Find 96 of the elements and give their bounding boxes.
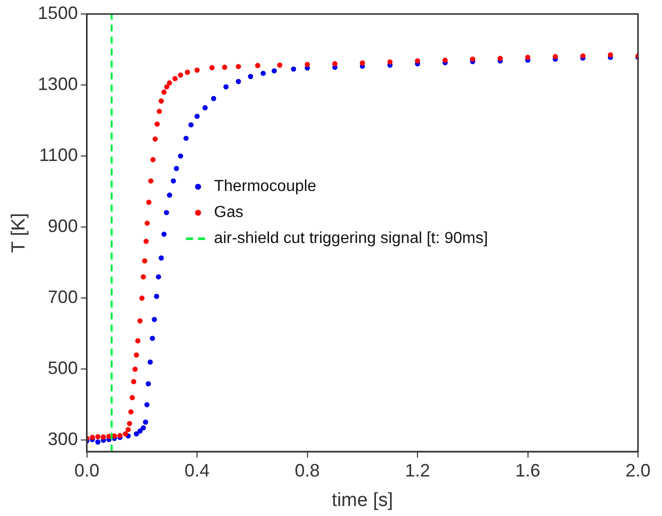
point <box>172 76 178 82</box>
point <box>525 54 530 60</box>
point <box>142 420 148 425</box>
point <box>248 74 254 80</box>
point <box>150 336 156 341</box>
x-tick-label: 2.0 <box>625 460 651 480</box>
point <box>152 316 157 322</box>
point <box>146 200 152 205</box>
x-axis-title: time [s] <box>332 490 394 511</box>
point <box>332 61 338 66</box>
point <box>166 80 172 86</box>
point <box>134 352 140 358</box>
point <box>498 56 503 61</box>
point <box>134 431 140 436</box>
point <box>255 62 260 68</box>
point <box>161 90 167 95</box>
x-tick-label: 1.6 <box>515 460 540 480</box>
point <box>223 84 229 90</box>
point <box>178 72 184 78</box>
point <box>95 434 100 440</box>
point <box>277 62 282 68</box>
point <box>188 122 194 128</box>
legend-label: Thermocouple <box>214 178 316 196</box>
point <box>126 426 131 432</box>
point <box>161 232 167 237</box>
point <box>166 192 172 198</box>
y-tick-label: 900 <box>48 216 78 236</box>
y-tick-label: 1500 <box>38 2 78 23</box>
point <box>209 65 215 70</box>
point <box>272 68 277 74</box>
point <box>140 425 146 430</box>
legend-label: air-shield cut triggering signal [t: 90ms] <box>214 230 488 248</box>
x-tick-label: 0.8 <box>294 460 320 480</box>
point <box>95 439 100 445</box>
point <box>184 70 190 75</box>
y-axis-title: T [K] <box>8 212 30 253</box>
point <box>442 58 448 63</box>
point <box>194 68 200 73</box>
y-tick-label: 1300 <box>38 74 78 94</box>
point <box>174 166 180 172</box>
point <box>202 105 208 110</box>
point <box>211 96 216 102</box>
point <box>470 56 476 62</box>
point <box>236 78 242 84</box>
point <box>130 395 135 400</box>
point <box>156 108 162 114</box>
point <box>137 428 143 434</box>
point <box>132 366 138 372</box>
point <box>154 294 160 299</box>
point <box>387 59 393 65</box>
legend-label: Gas <box>214 204 244 222</box>
point <box>148 359 153 365</box>
y-tick-label: 500 <box>48 358 78 378</box>
point <box>144 402 150 408</box>
point <box>150 157 156 162</box>
point <box>152 136 158 142</box>
y-tick-label: 1100 <box>39 145 78 166</box>
point <box>158 255 164 261</box>
point <box>146 381 151 386</box>
x-tick-label: 0.4 <box>184 460 210 480</box>
point <box>414 58 420 64</box>
point <box>304 62 310 68</box>
y-tick-label: 300 <box>48 429 78 450</box>
point <box>156 274 162 280</box>
point <box>148 178 154 184</box>
point <box>144 220 150 226</box>
point <box>360 60 366 66</box>
point <box>158 98 164 104</box>
point <box>140 274 146 280</box>
point <box>290 66 296 72</box>
point <box>131 379 136 384</box>
point <box>126 420 132 426</box>
point <box>552 54 558 60</box>
point <box>222 64 228 70</box>
point <box>183 136 189 141</box>
x-tick-label: 0.0 <box>74 460 100 480</box>
point <box>139 296 145 301</box>
point <box>90 434 95 440</box>
point <box>137 318 143 324</box>
point <box>608 52 614 58</box>
x-tick-label: 1.2 <box>405 460 430 480</box>
point <box>135 338 140 344</box>
point <box>178 153 184 159</box>
point <box>122 431 128 436</box>
point <box>154 122 160 127</box>
point <box>194 114 200 119</box>
point <box>128 409 134 414</box>
point <box>143 238 149 244</box>
point <box>170 178 176 184</box>
point <box>164 84 170 90</box>
point <box>236 64 242 70</box>
point <box>260 70 266 76</box>
point <box>164 210 170 216</box>
point <box>100 434 106 440</box>
point <box>142 258 148 264</box>
y-tick-label: 700 <box>48 287 78 308</box>
